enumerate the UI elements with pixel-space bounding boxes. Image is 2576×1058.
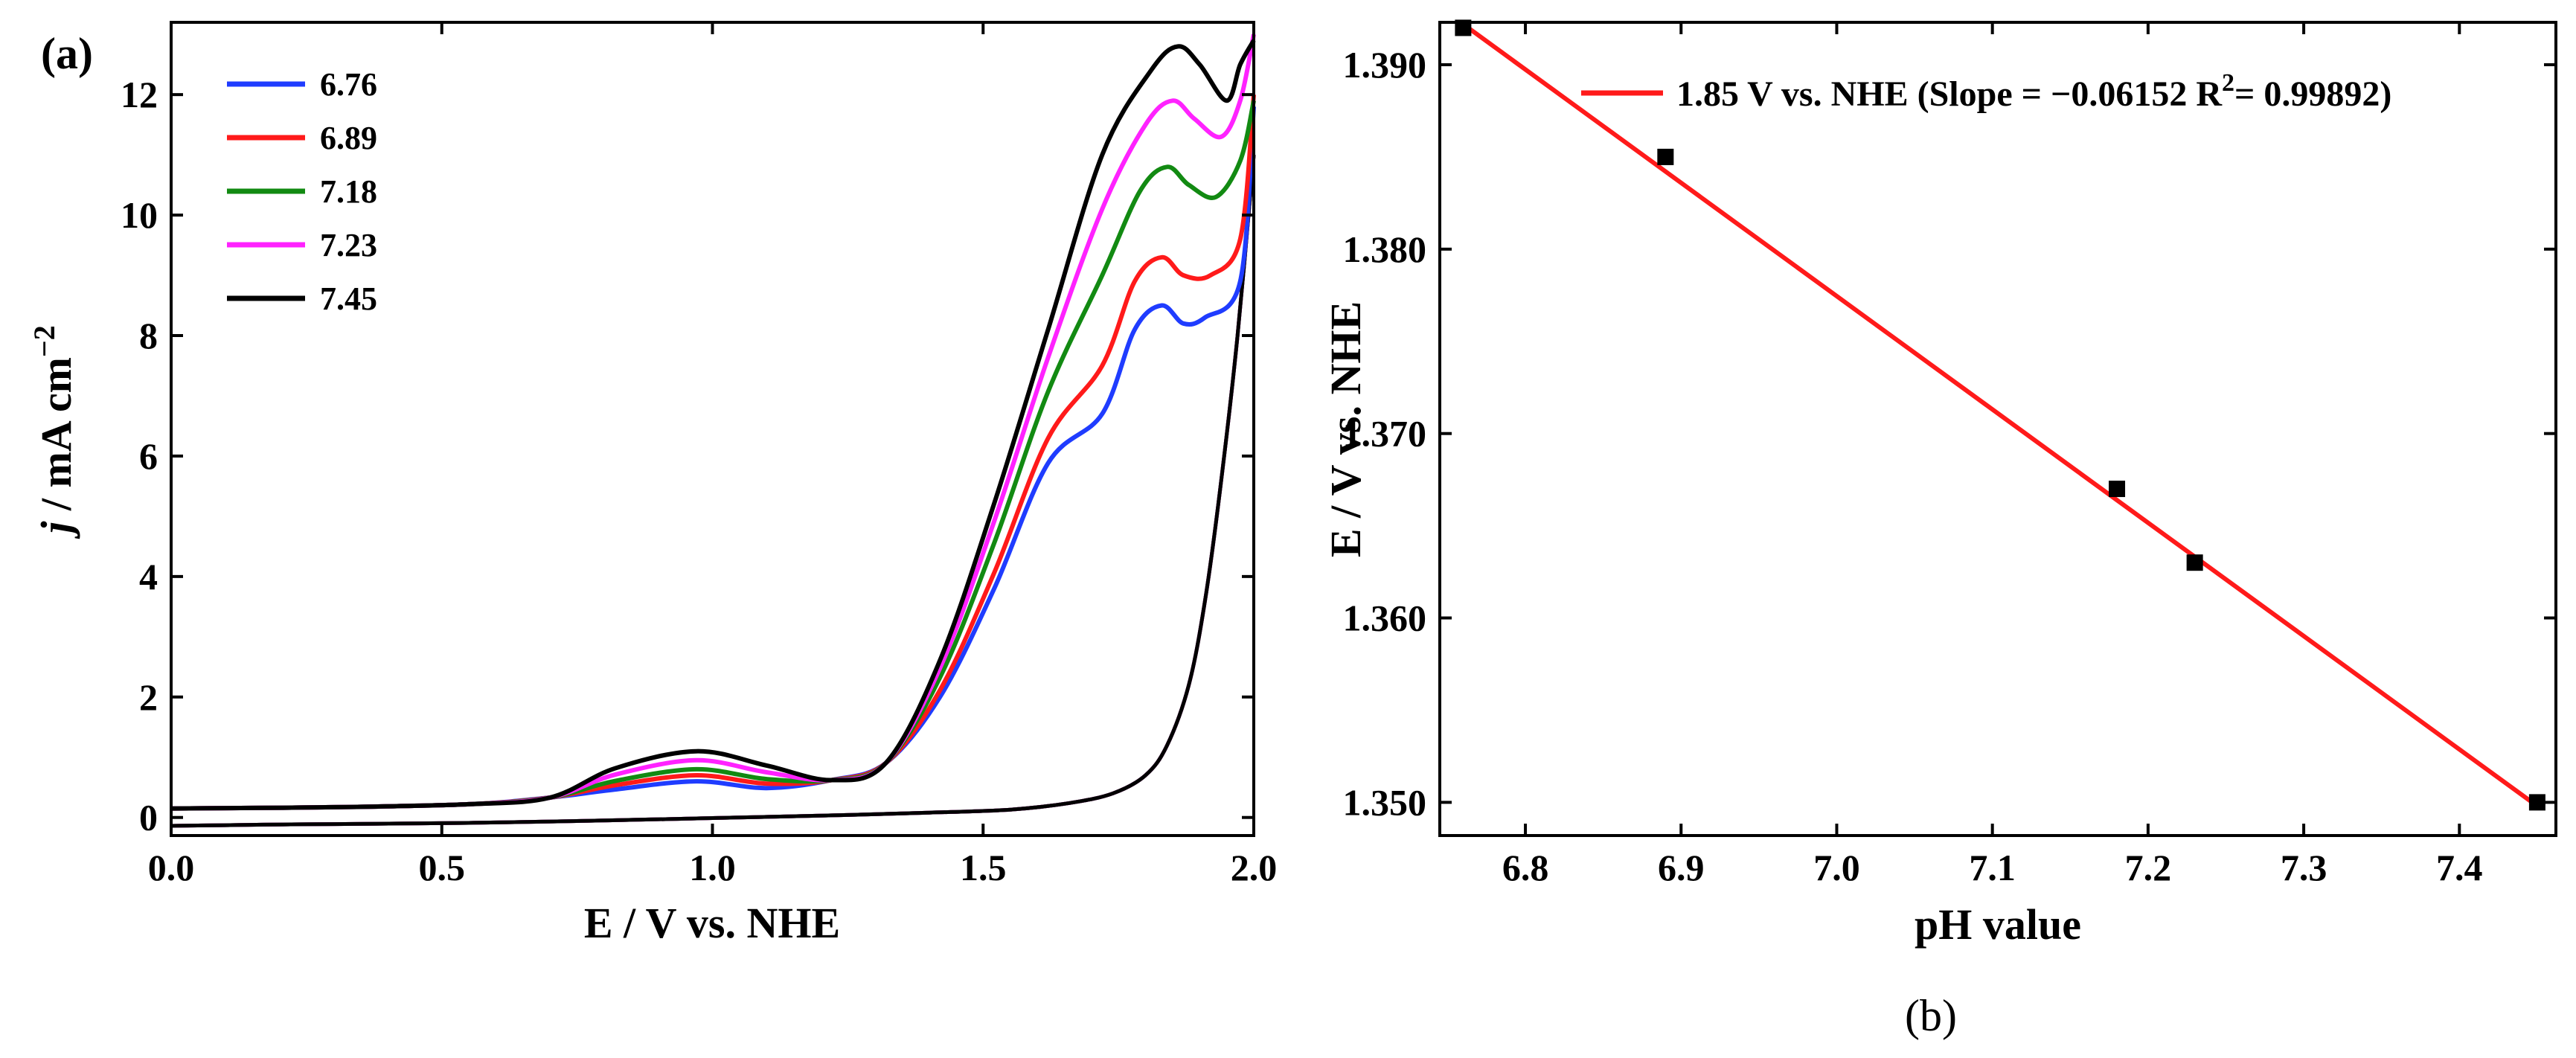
series-forward-curve-7.45 — [170, 39, 1256, 811]
data-point — [1657, 148, 1674, 165]
legend-label-7.45: 7.45 — [320, 280, 377, 317]
panel-a-x-axis-label: E / V vs. NHE — [584, 899, 840, 947]
panel-b-x-ticks: 6.8 6.9 7.0 7.1 7.2 7.3 7.4 — [1502, 22, 2483, 888]
data-point — [2528, 794, 2545, 811]
panel-b-legend: 1.85 V vs. NHE (Slope = −0.06152 R2= 0.9… — [1581, 69, 2391, 114]
panel-a-x-ticks: 0.0 0.5 1.0 1.5 2.0 — [148, 22, 1278, 888]
panel-b-x-axis-label: pH value — [1915, 900, 2081, 949]
y-label-italic: j — [32, 521, 80, 539]
linear-fit-line — [1461, 22, 2539, 808]
panel-b-x-tick-label: 6.8 — [1502, 847, 1549, 888]
panel-a-x-tick-label: 1.5 — [960, 847, 1007, 888]
panel-a-y-tick-label: 8 — [139, 315, 158, 356]
panel-a-y-tick-label: 2 — [139, 676, 158, 718]
panel-b-y-tick-label: 1.350 — [1343, 781, 1427, 823]
panel-a-x-tick-label: 1.0 — [689, 847, 736, 888]
panel-a-legend: 6.76 6.89 7.18 7.23 7.45 — [227, 66, 377, 317]
data-point — [2109, 481, 2126, 498]
panel-a-y-tick-label: 0 — [139, 797, 158, 839]
panel-b-x-tick-label: 7.3 — [2281, 847, 2327, 888]
y-label-superscript: −2 — [28, 325, 61, 357]
panel-a-y-axis-label: j / mA cm−2 — [28, 325, 80, 539]
panel-a-x-tick-label: 0.0 — [148, 847, 195, 888]
panel-b-y-tick-label: 1.370 — [1343, 413, 1427, 455]
legend-label-7.23: 7.23 — [320, 227, 377, 263]
panel-a-y-tick-label: 4 — [139, 556, 158, 597]
legend-label-6.76: 6.76 — [320, 66, 377, 103]
chart-panel-a: (a) 0.0 0.5 1.0 1.5 2.0 0 2 4 6 8 10 12 E / V vs. … — [28, 21, 1278, 947]
panel-a-y-tick-label: 12 — [121, 74, 158, 115]
legend-label-7.18: 7.18 — [320, 173, 377, 210]
series-return-curve-7.45 — [170, 154, 1256, 828]
panel-a-x-tick-label: 2.0 — [1231, 847, 1278, 888]
panel-a-x-tick-label: 0.5 — [419, 847, 466, 888]
legend-fit-text-2: = 0.99892) — [2234, 74, 2391, 114]
panel-a-series-group — [170, 33, 1256, 828]
y-label-text: / mA cm — [32, 357, 80, 522]
panel-b-x-tick-label: 7.0 — [1813, 847, 1860, 888]
panel-b-y-tick-label: 1.390 — [1343, 44, 1427, 86]
legend-fit-text-1: 1.85 V vs. NHE (Slope = −0.06152 R — [1676, 74, 2223, 114]
panel-b-label: (b) — [1905, 991, 1957, 1040]
chart-panel-b: 6.8 6.9 7.0 7.1 7.2 7.3 7.4 1.3501.3601.3701.3… — [1321, 19, 2557, 1040]
panel-b-y-tick-label: 1.380 — [1343, 228, 1427, 270]
legend-fit-superscript: 2 — [2222, 69, 2234, 97]
panel-b-y-axis-label: E / V vs. NHE — [1321, 301, 1370, 557]
panel-a-label: (a) — [41, 29, 93, 78]
panel-b-x-tick-label: 7.4 — [2436, 847, 2483, 888]
panel-b-plot-frame — [1438, 21, 2557, 837]
panel-b-fit-group — [1461, 22, 2539, 808]
panel-b-y-ticks: 1.350 1.360 1.370 1.380 1.390 — [1343, 44, 2556, 823]
panel-b-x-tick-label: 6.9 — [1658, 847, 1705, 888]
panel-a-y-tick-label: 6 — [139, 435, 158, 477]
panel-b-y-tick-label: 1.360 — [1343, 597, 1427, 639]
panel-b-x-tick-label: 7.2 — [2125, 847, 2172, 888]
panel-b-x-tick-label: 7.1 — [1969, 847, 2016, 888]
data-point — [2186, 554, 2203, 571]
series-forward-curve-6.76 — [170, 106, 1256, 811]
legend-fit-label: 1.85 V vs. NHE (Slope = −0.06152 R2= 0.9… — [1676, 69, 2391, 114]
legend-label-6.89: 6.89 — [320, 120, 377, 156]
panel-a-y-tick-label: 10 — [121, 194, 158, 236]
panel-a-y-ticks: 0 2 4 6 8 10 12 — [121, 74, 1254, 839]
